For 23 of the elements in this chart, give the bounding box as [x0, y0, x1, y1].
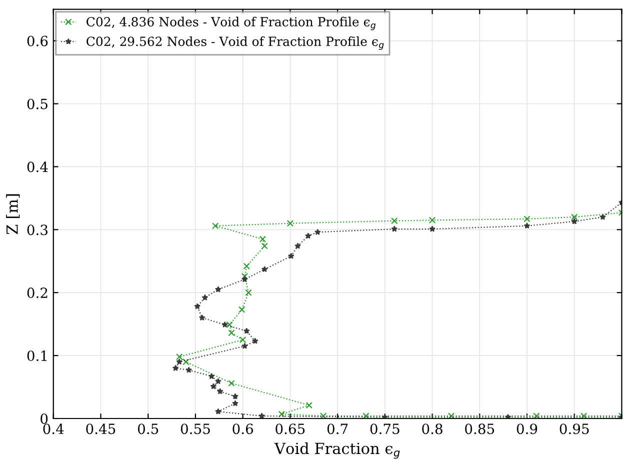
y-tick-label: 0.6	[27, 36, 48, 46]
x-tick-label: 0.5	[138, 424, 158, 434]
x-tick-label: 0.8	[422, 424, 442, 434]
y-axis-title: Z [m]	[6, 194, 20, 234]
legend-label: C02, 4.836 Nodes - Void of Fraction Profile ϵ$_{g}$	[86, 16, 376, 30]
x-tick-label: 0.4	[43, 424, 64, 434]
legend-label: C02, 29.562 Nodes - Void of Fraction Profile ϵ$_{g}$	[86, 36, 384, 50]
x-tick-label: 0.6	[232, 424, 253, 434]
y-tick-label: 0.4	[27, 162, 48, 172]
y-tick-label: 0.1	[27, 350, 47, 362]
x-tick-label: 0.85	[465, 424, 494, 434]
x-tick-label: 0.55	[180, 424, 210, 434]
y-tick-label: 0.5	[27, 98, 48, 110]
x-tick-label: 0.45	[86, 424, 116, 434]
x-axis-title: Void Fraction ϵ$_{g}$	[274, 442, 400, 459]
x-tick-label: 0.9	[516, 424, 538, 434]
x-tick-label: 0.95	[560, 424, 589, 434]
y-tick-label: 0.3	[27, 224, 48, 236]
y-tick-label: 0.2	[27, 288, 48, 298]
x-tick-label: 0.65	[276, 424, 305, 434]
x-tick-label: 0.75	[370, 424, 400, 434]
x-tick-label: 0.7	[327, 424, 348, 434]
y-tick-label: 0	[40, 413, 48, 424]
